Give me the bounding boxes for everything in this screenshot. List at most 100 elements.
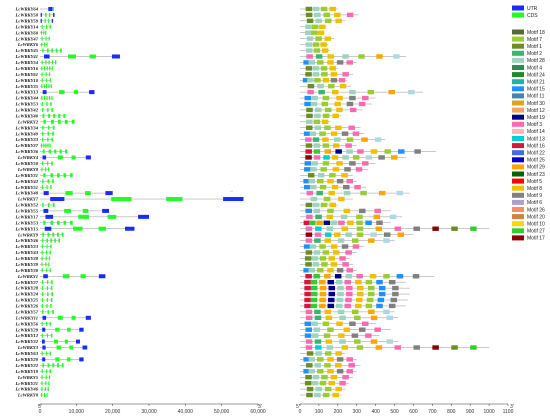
motif-box <box>432 345 439 350</box>
motif-box <box>329 202 336 208</box>
motif-box <box>305 232 313 237</box>
motif-box <box>312 6 320 12</box>
cds-block <box>47 292 49 297</box>
cds-block <box>46 244 48 249</box>
motif-axis-label: 200 <box>334 409 343 415</box>
motif-box <box>314 107 322 113</box>
motif-box <box>305 149 312 154</box>
motif-box <box>328 380 336 386</box>
cds-block <box>70 173 73 178</box>
cds-block <box>47 107 49 112</box>
cds-block <box>42 125 44 130</box>
motif-box <box>305 274 312 279</box>
gene-label: LcWRKY2 <box>17 119 39 124</box>
legend-swatch <box>512 192 524 198</box>
legend-label: Motif 11 <box>527 94 545 100</box>
motif-box <box>391 155 398 160</box>
motif-box <box>397 232 405 237</box>
motif-box <box>319 131 326 136</box>
motif-box <box>322 321 330 326</box>
cds-block <box>49 351 51 356</box>
motif-box <box>356 226 364 231</box>
motif-box <box>336 369 344 374</box>
motif-box <box>323 155 330 160</box>
cds-block <box>57 155 63 160</box>
cds-block <box>78 214 90 219</box>
motif-box <box>356 345 364 350</box>
cds-block <box>57 363 59 368</box>
cds-block <box>41 298 44 302</box>
motif-axis-label: 700 <box>428 409 437 415</box>
motif-box <box>349 321 356 326</box>
cds-block <box>43 143 45 148</box>
cds-block <box>47 232 50 237</box>
motif-box <box>312 66 320 71</box>
cds-block <box>82 208 89 213</box>
motif-box <box>320 66 328 71</box>
utr-block <box>102 208 110 213</box>
legend-swatch <box>512 214 524 220</box>
motif-box <box>352 309 359 315</box>
motif-box <box>365 279 373 285</box>
motif-box <box>305 143 313 148</box>
cds-block <box>48 36 50 41</box>
cds-block <box>41 244 43 249</box>
motif-box <box>306 214 313 220</box>
gene-label: LcWRKY20 <box>15 357 39 362</box>
motif-box <box>304 321 312 326</box>
motif-box <box>370 339 378 344</box>
legend-swatch <box>512 86 524 92</box>
cds-block <box>53 339 58 344</box>
legend-swatch <box>512 29 524 35</box>
utr-block <box>45 214 54 219</box>
motif-box <box>388 303 396 309</box>
motif-box <box>323 333 331 338</box>
cds-block <box>46 48 49 53</box>
motif-box <box>342 72 349 77</box>
cds-block <box>48 375 51 380</box>
cds-block <box>52 309 54 314</box>
gene-label: LcWRKY13 <box>15 90 39 95</box>
gene-label: LcWRKY45 <box>15 48 39 53</box>
cds-block <box>47 167 50 172</box>
motif-box <box>311 95 318 101</box>
motif-box <box>330 72 338 77</box>
cds-block <box>49 143 51 148</box>
motif-box <box>317 60 324 65</box>
cds-block <box>51 66 53 71</box>
motif-box <box>330 262 338 267</box>
motif-box <box>317 83 324 89</box>
cds-block <box>42 48 44 53</box>
utr-block <box>53 12 55 17</box>
motif-box <box>374 137 382 142</box>
motif-box <box>304 101 311 107</box>
gene-label: LcWRKY58 <box>15 13 39 18</box>
gene-label: LcWRKY24 <box>15 292 39 297</box>
cds-block <box>46 303 48 308</box>
gene-label: LcWRKY15 <box>15 226 39 231</box>
cds-block <box>48 96 51 101</box>
utr-block <box>40 18 42 23</box>
motif-box <box>451 345 458 350</box>
cds-block <box>44 387 46 392</box>
motif-box <box>362 161 369 166</box>
motif-box <box>324 238 332 243</box>
motif-box <box>345 250 352 255</box>
cds-block <box>47 363 50 368</box>
motif-box <box>327 357 334 362</box>
motif-box <box>321 72 328 77</box>
cds-block <box>55 48 58 53</box>
utr-block <box>48 6 53 11</box>
motif-box <box>318 89 325 95</box>
cds-block <box>45 78 48 83</box>
motif-box <box>303 369 310 374</box>
legend-swatch <box>512 36 524 42</box>
cds-block <box>48 18 50 23</box>
motif-box <box>304 291 311 297</box>
cds-block <box>46 84 48 89</box>
cds-block <box>51 96 53 101</box>
motif-box <box>470 345 477 350</box>
cds-block <box>51 48 54 53</box>
legend-label: Motif 15 <box>527 87 545 93</box>
motif-box <box>305 6 313 12</box>
